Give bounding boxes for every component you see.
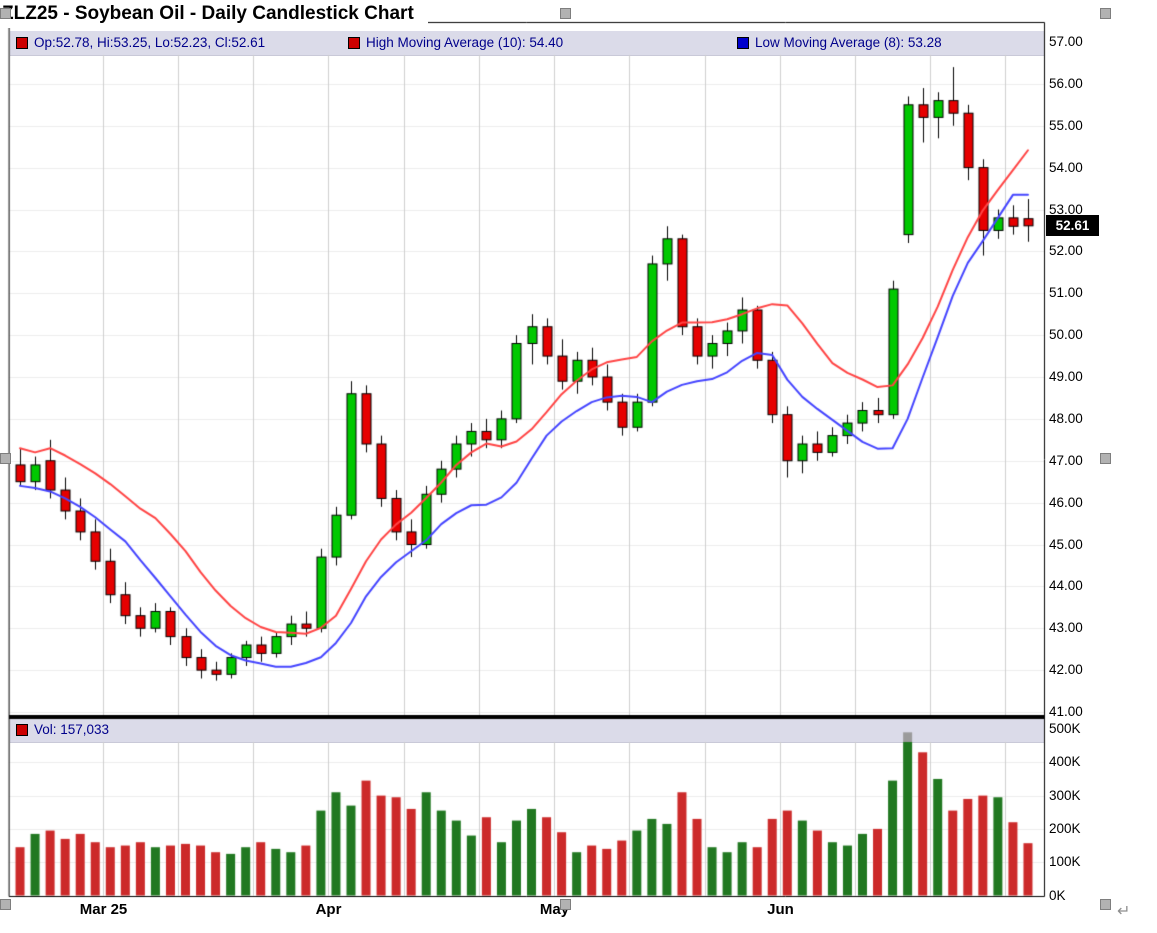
volume-legend-label: Vol: 157,033 (34, 722, 110, 737)
legend-ohlc: Op:52.78, Hi:53.25, Lo:52.23, Cl:52.61 (16, 35, 265, 50)
selection-handle-top-center[interactable] (560, 8, 571, 19)
selection-handle-top-right[interactable] (1100, 8, 1111, 19)
legend-high-ma: High Moving Average (10): 54.40 (348, 35, 563, 50)
selection-handle-mid-right[interactable] (1100, 453, 1111, 464)
legend-low-ma: Low Moving Average (8): 53.28 (737, 35, 942, 50)
selection-handle-bottom-left[interactable] (0, 899, 11, 910)
selection-handle-mid-left[interactable] (0, 453, 11, 464)
selection-handle-bottom-center[interactable] (560, 899, 571, 910)
low-ma-swatch-icon (737, 36, 749, 49)
selection-handle-bottom-right[interactable] (1100, 899, 1111, 910)
legend-volume: Vol: 157,033 (16, 722, 109, 737)
low-ma-legend-label: Low Moving Average (8): 53.28 (755, 35, 942, 50)
paragraph-return-mark: ↵ (1117, 903, 1131, 920)
volume-swatch-icon (16, 723, 28, 736)
last-price-tag: 52.61 (1046, 215, 1099, 237)
high-ma-swatch-icon (348, 36, 360, 49)
high-ma-legend-label: High Moving Average (10): 54.40 (366, 35, 564, 50)
chart-title: ZLZ25 - Soybean Oil - Daily Candlestick … (0, 1, 428, 28)
ohlc-legend-label: Op:52.78, Hi:53.25, Lo:52.23, Cl:52.61 (34, 35, 266, 50)
selection-handle-top-left[interactable] (0, 8, 11, 19)
ohlc-swatch-icon (16, 36, 28, 49)
